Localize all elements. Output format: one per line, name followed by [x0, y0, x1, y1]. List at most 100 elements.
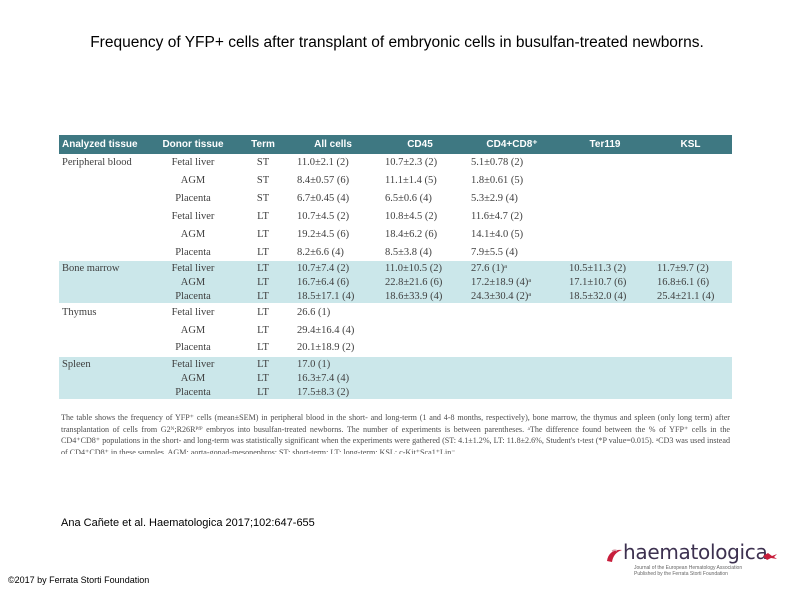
table-cell: 16.8±6.1 (6): [649, 276, 732, 290]
table-cell: Fetal liver: [171, 306, 215, 318]
table-row: Placenta LT 8.2±6.6 (4) 8.5±3.8 (4) 7.9±…: [59, 243, 732, 261]
table-cell: 11.0±2.1 (2): [297, 157, 349, 169]
table-cell: LT: [237, 385, 289, 399]
table-row: AGM LT 19.2±4.5 (6) 18.4±6.2 (6) 14.1±4.…: [59, 225, 732, 243]
table-row: Placenta LT 20.1±18.9 (2): [59, 339, 732, 357]
table-cell: LT: [257, 342, 269, 354]
table-cell: 25.4±21.1 (4): [649, 289, 732, 304]
table-cell: 8.4±0.57 (6): [297, 175, 350, 187]
table-cell: [561, 154, 649, 172]
copyright: ©2017 by Ferrata Storti Foundation: [8, 575, 150, 585]
table-row: Placenta LT 18.5±17.1 (4) 18.6±33.9 (4) …: [59, 289, 732, 304]
table-cell: 18.5±17.1 (4): [289, 289, 377, 304]
table-cell: [59, 289, 149, 304]
table-cell: Thymus: [62, 306, 97, 318]
table-header-row: Analyzed tissue Donor tissue Term All ce…: [59, 135, 732, 154]
table-cell: [59, 172, 149, 190]
table-cell: 17.5±8.3 (2): [289, 385, 377, 399]
table-cell: 18.5±32.0 (4): [561, 289, 649, 304]
table-cell: 5.1±0.78 (2): [471, 157, 524, 169]
header-cell: Donor tissue: [149, 135, 237, 154]
table-cell: [649, 154, 732, 172]
header-cell: CD4+CD8⁺: [463, 135, 561, 154]
table-cell: 17.2±18.9 (4)ᵃ: [463, 276, 561, 290]
table-cell: AGM: [149, 371, 237, 386]
table-cell: 17.0 (1): [289, 356, 377, 372]
table-cell: [59, 371, 149, 386]
table-cell: LT: [257, 306, 269, 318]
table-cell: 7.9±5.5 (4): [471, 246, 518, 258]
table-cell: [649, 303, 732, 321]
table-row: Placenta LT 17.5±8.3 (2): [59, 385, 732, 399]
bone-marrow-group: Bone marrow Fetal liver LT 10.7±7.4 (2) …: [59, 261, 732, 304]
citation: Ana Cañete et al. Haematologica 2017;102…: [61, 517, 315, 529]
table-cell: LT: [237, 356, 289, 372]
table-cell: 18.6±33.9 (4): [377, 289, 463, 304]
table-cell: 8.5±3.8 (4): [385, 246, 432, 258]
table-cell: 19.2±4.5 (6): [297, 228, 350, 240]
table-cell: [59, 276, 149, 290]
header-cell: Ter119: [561, 135, 649, 154]
table-cell: [649, 243, 732, 261]
table-cell: [561, 339, 649, 357]
table-cell: 8.2±6.6 (4): [297, 246, 344, 258]
spleen-group: Spleen Fetal liver LT 17.0 (1) AGM LT 16…: [59, 356, 732, 399]
table-cell: [561, 190, 649, 208]
table-row: Peripheral blood Fetal liver ST 11.0±2.1…: [59, 154, 732, 172]
table-footnote: The table shows the frequency of YFP⁺ ce…: [59, 409, 732, 454]
logo-subtitle-line: Published by the Ferrata Storti Foundati…: [634, 571, 728, 577]
table-cell: 10.7±2.3 (2): [385, 157, 438, 169]
table-cell: [561, 356, 649, 372]
table-cell: [561, 172, 649, 190]
header-cell: KSL: [649, 135, 732, 154]
table-cell: LT: [257, 210, 269, 222]
table-cell: 11.6±4.7 (2): [471, 210, 523, 222]
table-cell: [377, 385, 463, 399]
table-cell: 10.8±4.5 (2): [385, 210, 438, 222]
table-cell: [561, 371, 649, 386]
table-cell: [59, 225, 149, 243]
table-cell: 6.7±0.45 (4): [297, 193, 350, 205]
table-cell: [649, 190, 732, 208]
table-cell: 1.8±0.61 (5): [471, 175, 524, 187]
table-cell: LT: [237, 371, 289, 386]
logo-emblem-icon: [763, 553, 777, 560]
frequency-table: Analyzed tissue Donor tissue Term All ce…: [59, 135, 732, 399]
table-cell: [561, 243, 649, 261]
table-cell: [561, 303, 649, 321]
table-row: AGM LT 16.7±6.4 (6) 22.8±21.6 (6) 17.2±1…: [59, 276, 732, 290]
table-row: AGM LT 29.4±16.4 (4): [59, 321, 732, 339]
table-cell: [463, 371, 561, 386]
table-cell: [649, 225, 732, 243]
table-cell: [649, 371, 732, 386]
logo-subtitle-line: Journal of the European Hematology Assoc…: [634, 565, 743, 571]
peripheral-blood-group: Peripheral blood Fetal liver ST 11.0±2.1…: [59, 154, 732, 261]
table-cell: [377, 371, 463, 386]
logo-swoosh-icon: [607, 549, 622, 562]
table-cell: Fetal liver: [149, 356, 237, 372]
table-cell: Fetal liver: [171, 157, 215, 169]
table-cell: [649, 385, 732, 399]
table-cell: [649, 356, 732, 372]
table-cell: Peripheral blood: [62, 157, 132, 169]
slide-title: Frequency of YFP+ cells after transplant…: [90, 34, 704, 51]
table-cell: 24.3±30.4 (2)ᵃ: [463, 289, 561, 304]
table-cell: AGM: [180, 175, 206, 187]
table-cell: AGM: [180, 228, 206, 240]
table-cell: [59, 339, 149, 357]
table-cell: [463, 339, 561, 357]
table-cell: LT: [257, 228, 269, 240]
table-cell: Placenta: [149, 289, 237, 304]
table-cell: [463, 303, 561, 321]
table-cell: 18.4±6.2 (6): [385, 228, 438, 240]
table-cell: LT: [237, 261, 289, 277]
table-cell: [649, 321, 732, 339]
table-cell: LT: [257, 246, 269, 258]
logo-subtitle: Journal of the European Hematology Assoc…: [634, 565, 742, 577]
table-cell: 14.1±4.0 (5): [471, 228, 524, 240]
table-cell: AGM: [180, 324, 206, 336]
table-cell: [377, 339, 463, 357]
table-cell: Bone marrow: [59, 261, 149, 277]
table-cell: [463, 321, 561, 339]
table-cell: LT: [237, 276, 289, 290]
